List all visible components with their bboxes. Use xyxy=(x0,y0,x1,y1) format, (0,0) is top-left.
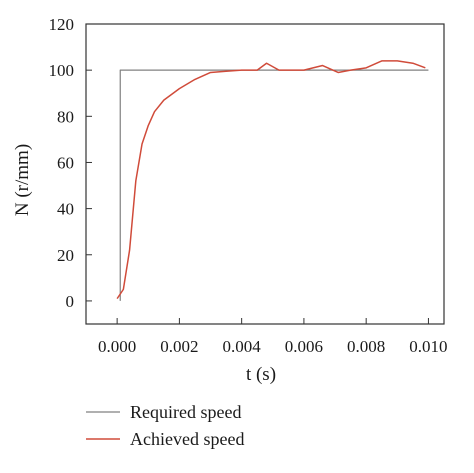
x-tick-label: 0.004 xyxy=(223,337,262,356)
x-axis-label: t (s) xyxy=(246,364,276,385)
y-axis-label: N (r/mm) xyxy=(12,144,33,216)
series-line-achieved-speed xyxy=(116,60,426,300)
legend-label: Achieved speed xyxy=(130,429,244,449)
y-tick-label: 100 xyxy=(49,61,75,80)
legend: Required speed Achieved speed xyxy=(86,402,244,449)
y-tick-label: 0 xyxy=(66,292,75,311)
y-tick-label: 60 xyxy=(57,153,74,172)
y-tick-label: 20 xyxy=(57,246,74,265)
x-tick-label: 0.000 xyxy=(98,337,136,356)
plot-area-frame xyxy=(85,23,445,325)
x-tick-label: 0.008 xyxy=(347,337,385,356)
x-tick-label: 0.006 xyxy=(285,337,323,356)
series-line-required-speed xyxy=(119,69,429,301)
legend-label: Required speed xyxy=(130,402,241,422)
y-tick-label: 40 xyxy=(57,200,74,219)
y-tick-label: 80 xyxy=(57,107,74,126)
y-tick-label: 120 xyxy=(49,15,75,34)
x-tick-label: 0.010 xyxy=(409,337,447,356)
x-tick-label: 0.002 xyxy=(160,337,198,356)
